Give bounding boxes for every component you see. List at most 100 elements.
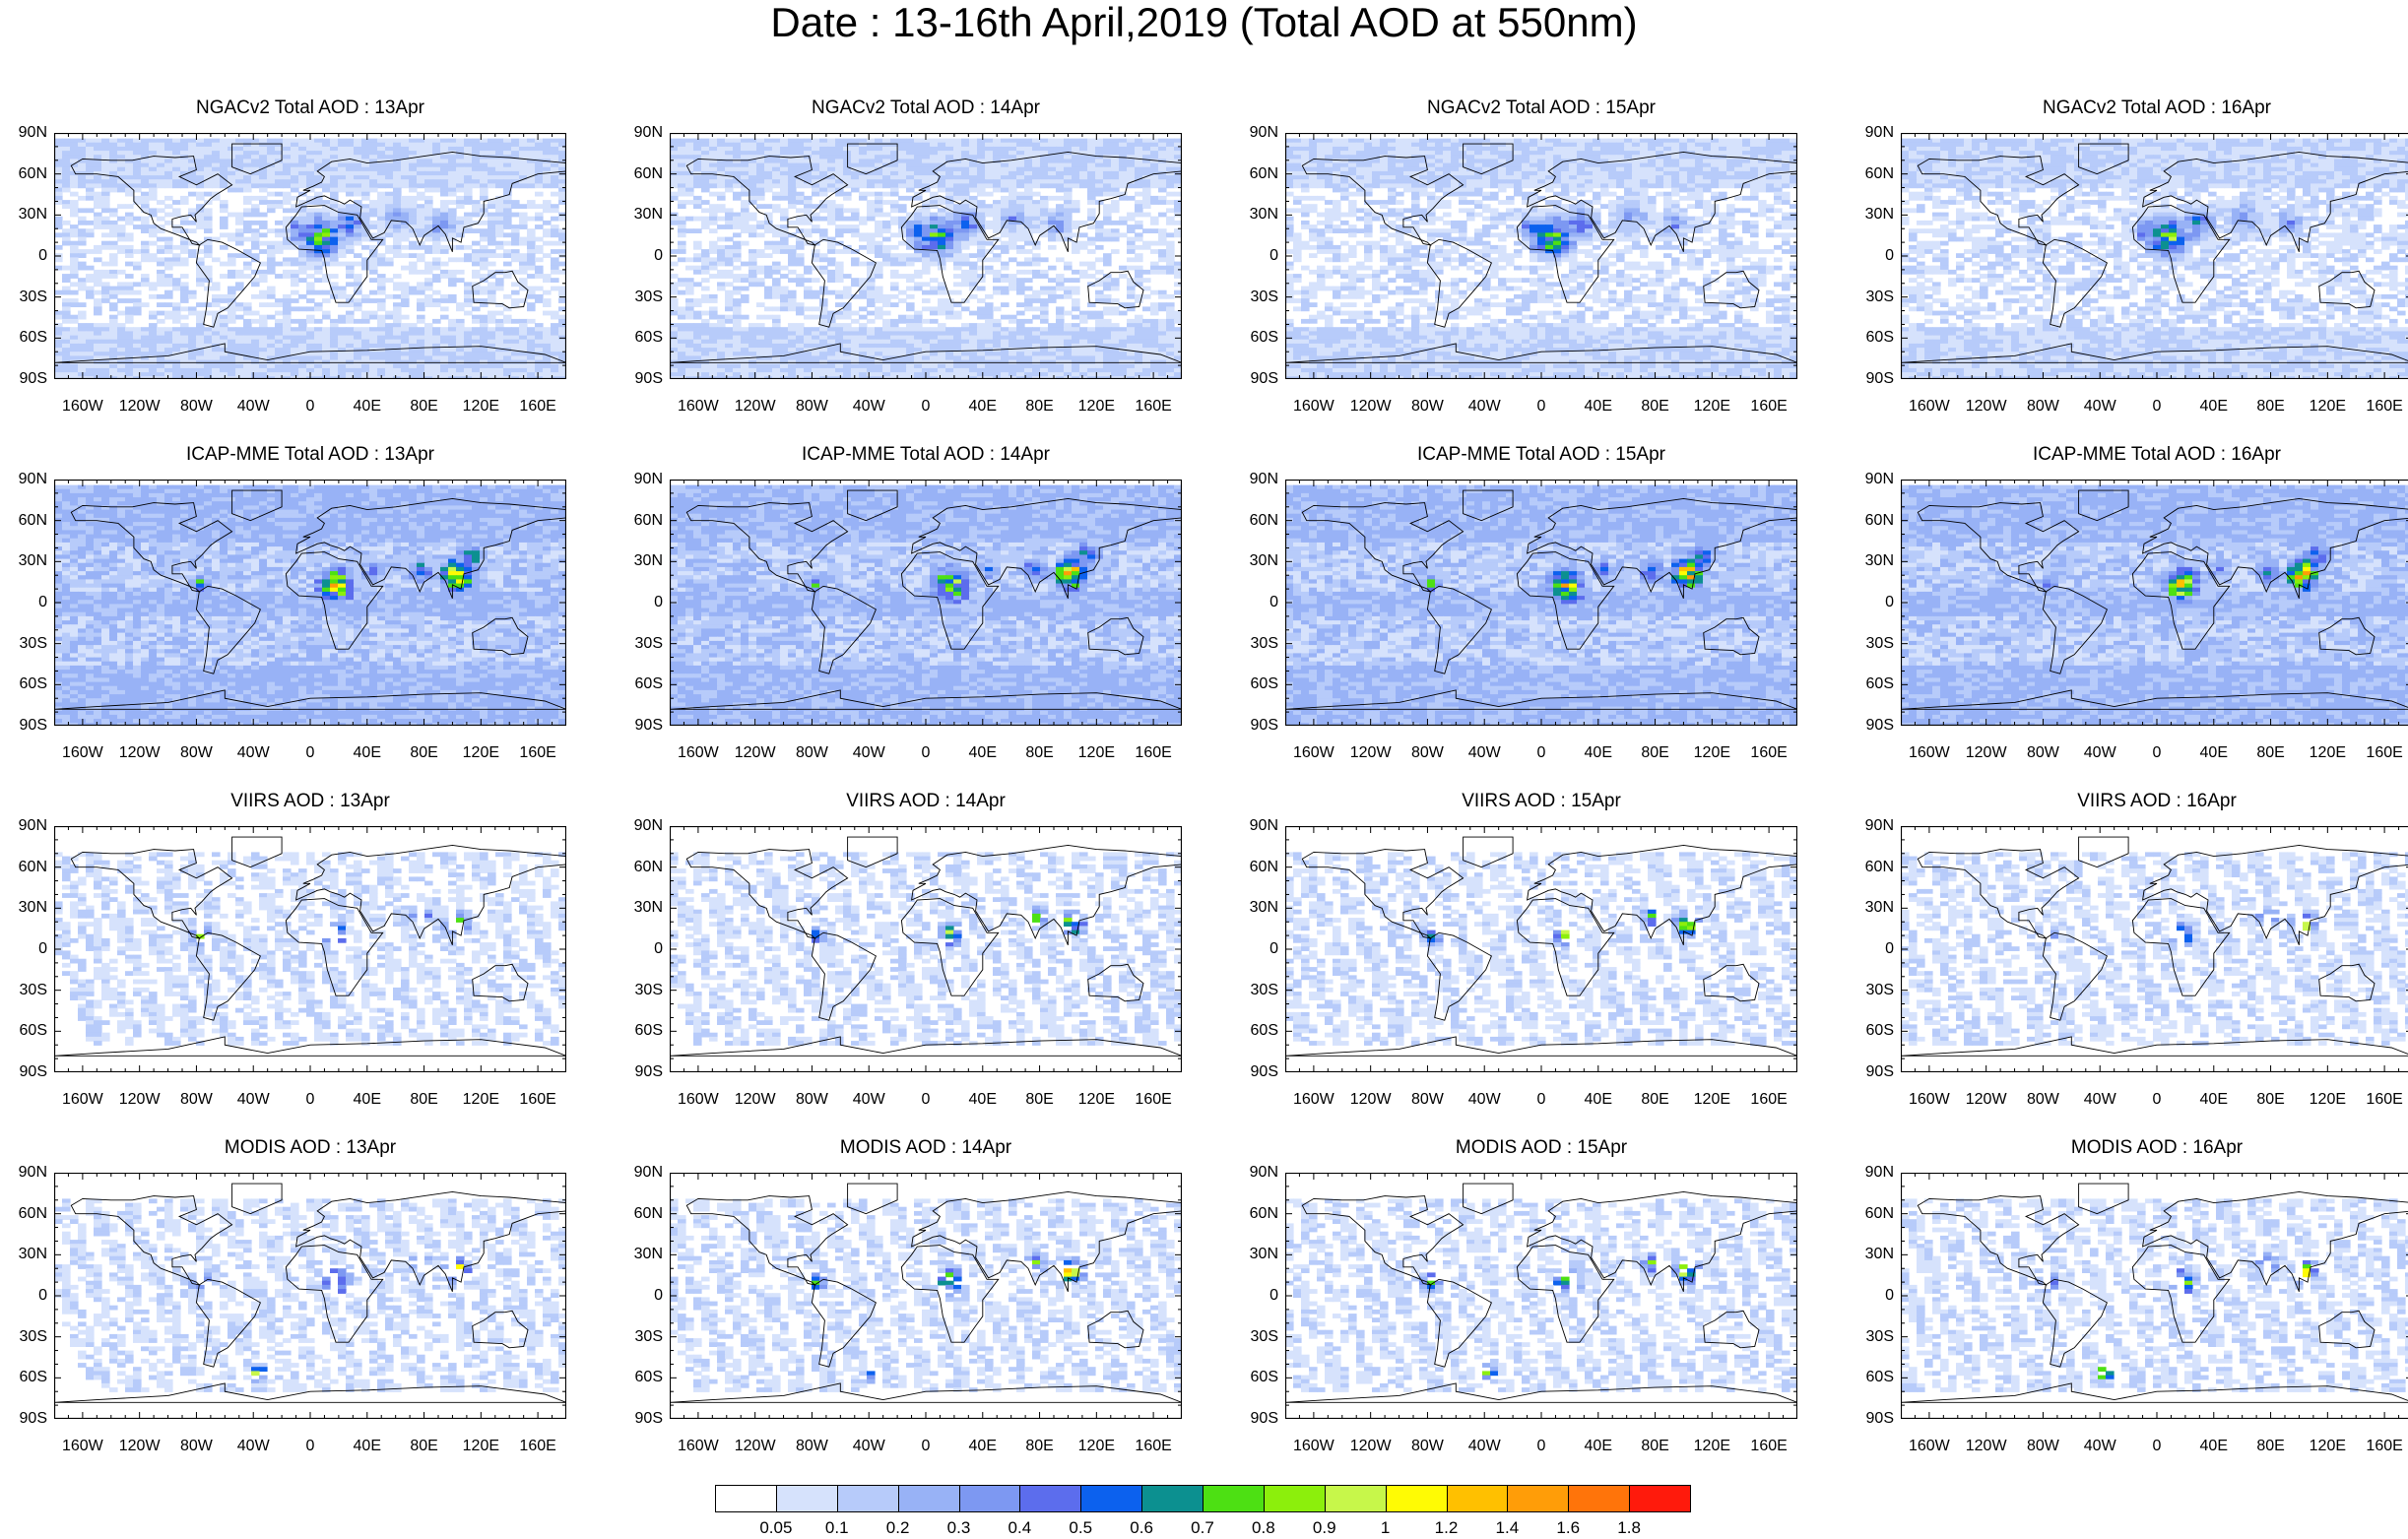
- latitude-tick-label: 60S: [616, 675, 663, 693]
- coastline: [2318, 1310, 2375, 1349]
- latitude-tick-label: 90S: [0, 1410, 47, 1428]
- aod-field: [1285, 852, 1797, 1046]
- panel-title: ICAP-MME Total AOD : 16Apr: [1901, 442, 2408, 468]
- latitude-tick-label: 90N: [0, 471, 47, 488]
- coastline: [685, 849, 849, 939]
- panel-title: ICAP-MME Total AOD : 15Apr: [1285, 442, 1797, 468]
- map-canvas: [54, 480, 566, 726]
- coastline: [1703, 616, 1760, 656]
- world-map: [54, 826, 566, 1072]
- longitude-tick-label: 40W: [2070, 397, 2129, 417]
- longitude-tick-label: 160E: [2355, 397, 2408, 417]
- map-frame: [670, 480, 1182, 726]
- map-canvas: [1285, 480, 1797, 726]
- coastline: [2078, 836, 2129, 868]
- longitude-tick-label: 40E: [953, 743, 1012, 763]
- coastline: [900, 551, 1000, 650]
- colorbar-swatch: [1507, 1485, 1570, 1512]
- longitude-tick-label: 160E: [1124, 1090, 1183, 1110]
- map-panel: NGACv2 Total AOD : 14Apr 90N 60N 30N 0 30S 60S…: [616, 97, 1206, 468]
- map-panel: MODIS AOD : 15Apr 90N 60N 30N 0 30S 60S 90S 160W…: [1231, 1137, 1822, 1507]
- longitude-tick-label: 80W: [2013, 1090, 2072, 1110]
- colorbar-label: 1.8: [1599, 1518, 1659, 1538]
- longitude-tick-label: 160W: [669, 1090, 728, 1110]
- colorbar-label: 0.8: [1234, 1518, 1293, 1538]
- longitude-tick-label: 160E: [1124, 743, 1183, 763]
- coastline: [70, 502, 233, 593]
- longitude-tick-label: 40W: [839, 743, 898, 763]
- latitude-tick-label: 60N: [0, 1205, 47, 1223]
- coastline: [1516, 1245, 1615, 1343]
- longitude-tick-label: 40W: [224, 1437, 283, 1456]
- longitude-tick-label: 160W: [1284, 1090, 1343, 1110]
- latitude-tick-label: 60N: [1847, 1205, 1894, 1223]
- latitude-tick-label: 30N: [1847, 1246, 1894, 1263]
- coastlines: [1901, 489, 2408, 710]
- longitude-tick-label: 120E: [2298, 743, 2357, 763]
- aod-field: [54, 138, 566, 379]
- latitude-tick-label: 90N: [1231, 1164, 1278, 1182]
- map-canvas: [1285, 1173, 1797, 1419]
- longitude-tick-label: 40E: [2184, 743, 2244, 763]
- longitude-tick-label: 120W: [1957, 1437, 2016, 1456]
- world-map: [1285, 480, 1797, 726]
- longitude-tick-label: 0: [1512, 1437, 1571, 1456]
- map-panel: VIIRS AOD : 13Apr 90N 60N 30N 0 30S 60S 90S 160W…: [0, 791, 591, 1161]
- coastline: [70, 156, 233, 246]
- map-frame: [54, 133, 566, 379]
- latitude-tick-label: 30S: [0, 1328, 47, 1346]
- panel-title: MODIS AOD : 16Apr: [1901, 1135, 2408, 1161]
- longitude-tick-label: 80W: [2013, 1437, 2072, 1456]
- longitude-tick-label: 160E: [1739, 1437, 1798, 1456]
- map-frame: [1901, 826, 2408, 1072]
- latitude-tick-label: 0: [616, 940, 663, 958]
- latitude-tick-label: 90N: [616, 124, 663, 142]
- colorbar-label: 1.4: [1477, 1518, 1536, 1538]
- latitude-tick-label: 60N: [1231, 859, 1278, 876]
- coastline: [1516, 205, 1615, 303]
- coastline: [2318, 270, 2375, 309]
- coastline: [2131, 205, 2231, 303]
- coastline: [1527, 844, 1797, 945]
- map-canvas: [54, 826, 566, 1072]
- latitude-tick-label: 60N: [1231, 512, 1278, 530]
- latitude-tick-label: 30N: [0, 206, 47, 224]
- panel-title: NGACv2 Total AOD : 16Apr: [1901, 96, 2408, 121]
- latitude-tick-label: 30N: [616, 552, 663, 570]
- longitude-tick-label: 80W: [782, 743, 841, 763]
- longitude-tick-label: 160E: [2355, 1437, 2408, 1456]
- latitude-tick-label: 30N: [616, 1246, 663, 1263]
- map-panel: ICAP-MME Total AOD : 16Apr 90N 60N 30N 0 30S 6…: [1847, 444, 2408, 814]
- coastline: [685, 156, 849, 246]
- aod-field: [1285, 1198, 1797, 1392]
- colorbar-swatch: [836, 1485, 899, 1512]
- latitude-tick-label: 30N: [1231, 552, 1278, 570]
- latitude-tick-label: 90N: [0, 817, 47, 835]
- longitude-tick-label: 120E: [451, 1437, 510, 1456]
- longitude-tick-label: 80E: [1626, 1090, 1685, 1110]
- colorbar-swatch: [1446, 1485, 1509, 1512]
- panel-title: VIIRS AOD : 13Apr: [54, 789, 566, 814]
- longitude-tick-label: 0: [281, 1437, 340, 1456]
- coastline: [2318, 963, 2375, 1002]
- longitude-tick-label: 160W: [669, 743, 728, 763]
- latitude-tick-label: 60S: [1847, 1369, 1894, 1386]
- longitude-tick-label: 40W: [839, 1437, 898, 1456]
- panel-title: VIIRS AOD : 14Apr: [670, 789, 1182, 814]
- latitude-tick-label: 60S: [616, 329, 663, 347]
- map-panel: VIIRS AOD : 14Apr 90N 60N 30N 0 30S 60S 90S 160W…: [616, 791, 1206, 1161]
- aod-field: [670, 138, 1182, 379]
- latitude-tick-label: 90N: [0, 124, 47, 142]
- aod-field: [54, 1198, 566, 1392]
- coastline: [54, 1036, 566, 1057]
- longitude-tick-label: 120E: [1682, 1090, 1741, 1110]
- colorbar-label: 1.2: [1417, 1518, 1476, 1538]
- world-map: [670, 826, 1182, 1072]
- world-map: [1285, 826, 1797, 1072]
- coastline: [1703, 270, 1760, 309]
- latitude-tick-label: 30N: [1847, 206, 1894, 224]
- latitude-tick-label: 90N: [1847, 817, 1894, 835]
- coastline: [670, 343, 1182, 363]
- panel-title: MODIS AOD : 14Apr: [670, 1135, 1182, 1161]
- latitude-tick-label: 30S: [616, 982, 663, 999]
